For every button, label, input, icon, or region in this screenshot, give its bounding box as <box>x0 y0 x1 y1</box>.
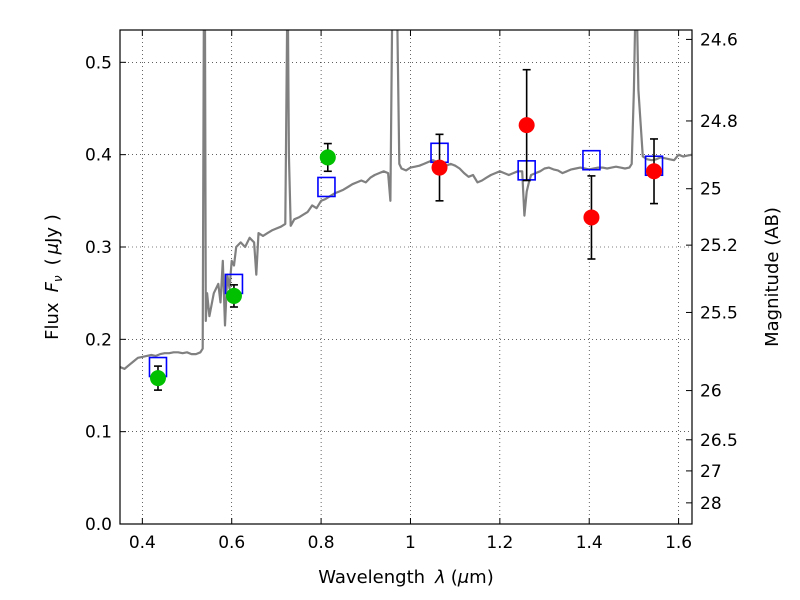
spectrum-series <box>120 30 692 370</box>
y-axis-unit-rest: Jy ) <box>42 214 63 244</box>
x-tick-label: 0.6 <box>218 533 245 553</box>
observed-photometry-series <box>149 142 336 391</box>
y2-tick-label: 26 <box>700 382 722 402</box>
model-photometry-series <box>148 142 664 378</box>
x-tick-label: 1.4 <box>576 533 603 553</box>
y-tick-label: 0.2 <box>85 330 112 350</box>
x-tick-label: 1.6 <box>665 533 692 553</box>
y2-tick-label: 28 <box>700 494 722 514</box>
y-axis-label-text: Flux <box>42 302 63 340</box>
y2-tick-label: 25.2 <box>700 236 738 256</box>
x-axis-label: Wavelength λ (μm) <box>318 567 493 588</box>
y-axis-symbol: F <box>42 281 63 292</box>
x-axis-label-text: Wavelength <box>318 567 425 588</box>
y2-tick-label: 25 <box>700 180 722 200</box>
axis-ticks: 0.4 0.6 0.8 1 1.2 1.4 1.6 0.0 0.1 0.2 0.3 0.4 0.5 24.… <box>85 30 738 553</box>
data-point-marker <box>431 159 448 176</box>
x-tick-label: 0.8 <box>308 533 335 553</box>
x-axis-symbol: λ <box>434 567 446 588</box>
y-tick-label: 0.1 <box>85 423 112 443</box>
y2-tick-label: 27 <box>700 462 722 482</box>
observed-photometry-series <box>431 68 663 260</box>
y-tick-label: 0.3 <box>85 238 112 258</box>
y-axis-unit-prefix: ( <box>42 258 63 265</box>
x-axis-unit-mu: μ <box>457 567 469 588</box>
x-axis-unit-rest: m) <box>469 567 494 588</box>
y-tick-label: 0.4 <box>85 146 112 166</box>
x-tick-label: 1 <box>405 533 416 553</box>
y-tick-label: 0.0 <box>85 515 112 535</box>
x-axis-unit-prefix: ( <box>451 567 458 588</box>
model-square-marker <box>582 149 601 171</box>
x-tick-label: 1.2 <box>486 533 513 553</box>
data-point-marker <box>225 287 242 304</box>
y-tick-label: 0.5 <box>85 53 112 73</box>
y2-tick-label: 24.6 <box>700 30 738 50</box>
data-point-marker <box>646 163 663 180</box>
data-point-marker <box>518 117 535 134</box>
y2-tick-label: 25.5 <box>700 303 738 323</box>
y-axis-label: Flux Fν ( μJy ) <box>42 214 65 340</box>
y2-tick-label: 26.5 <box>700 431 738 451</box>
spectrum-line <box>120 30 692 370</box>
x-tick-label: 0.4 <box>129 533 156 553</box>
plot-frame <box>119 29 693 525</box>
y-axis-subscript: ν <box>51 275 65 282</box>
plot-area <box>120 30 692 391</box>
data-point-marker <box>149 370 166 387</box>
model-square-marker <box>317 176 336 198</box>
data-point-marker <box>583 209 600 226</box>
data-point-marker <box>319 149 336 166</box>
y2-axis-label: Magnitude (AB) <box>762 207 783 347</box>
y2-tick-label: 24.8 <box>700 112 738 132</box>
y-axis-unit-mu: μ <box>42 243 63 255</box>
